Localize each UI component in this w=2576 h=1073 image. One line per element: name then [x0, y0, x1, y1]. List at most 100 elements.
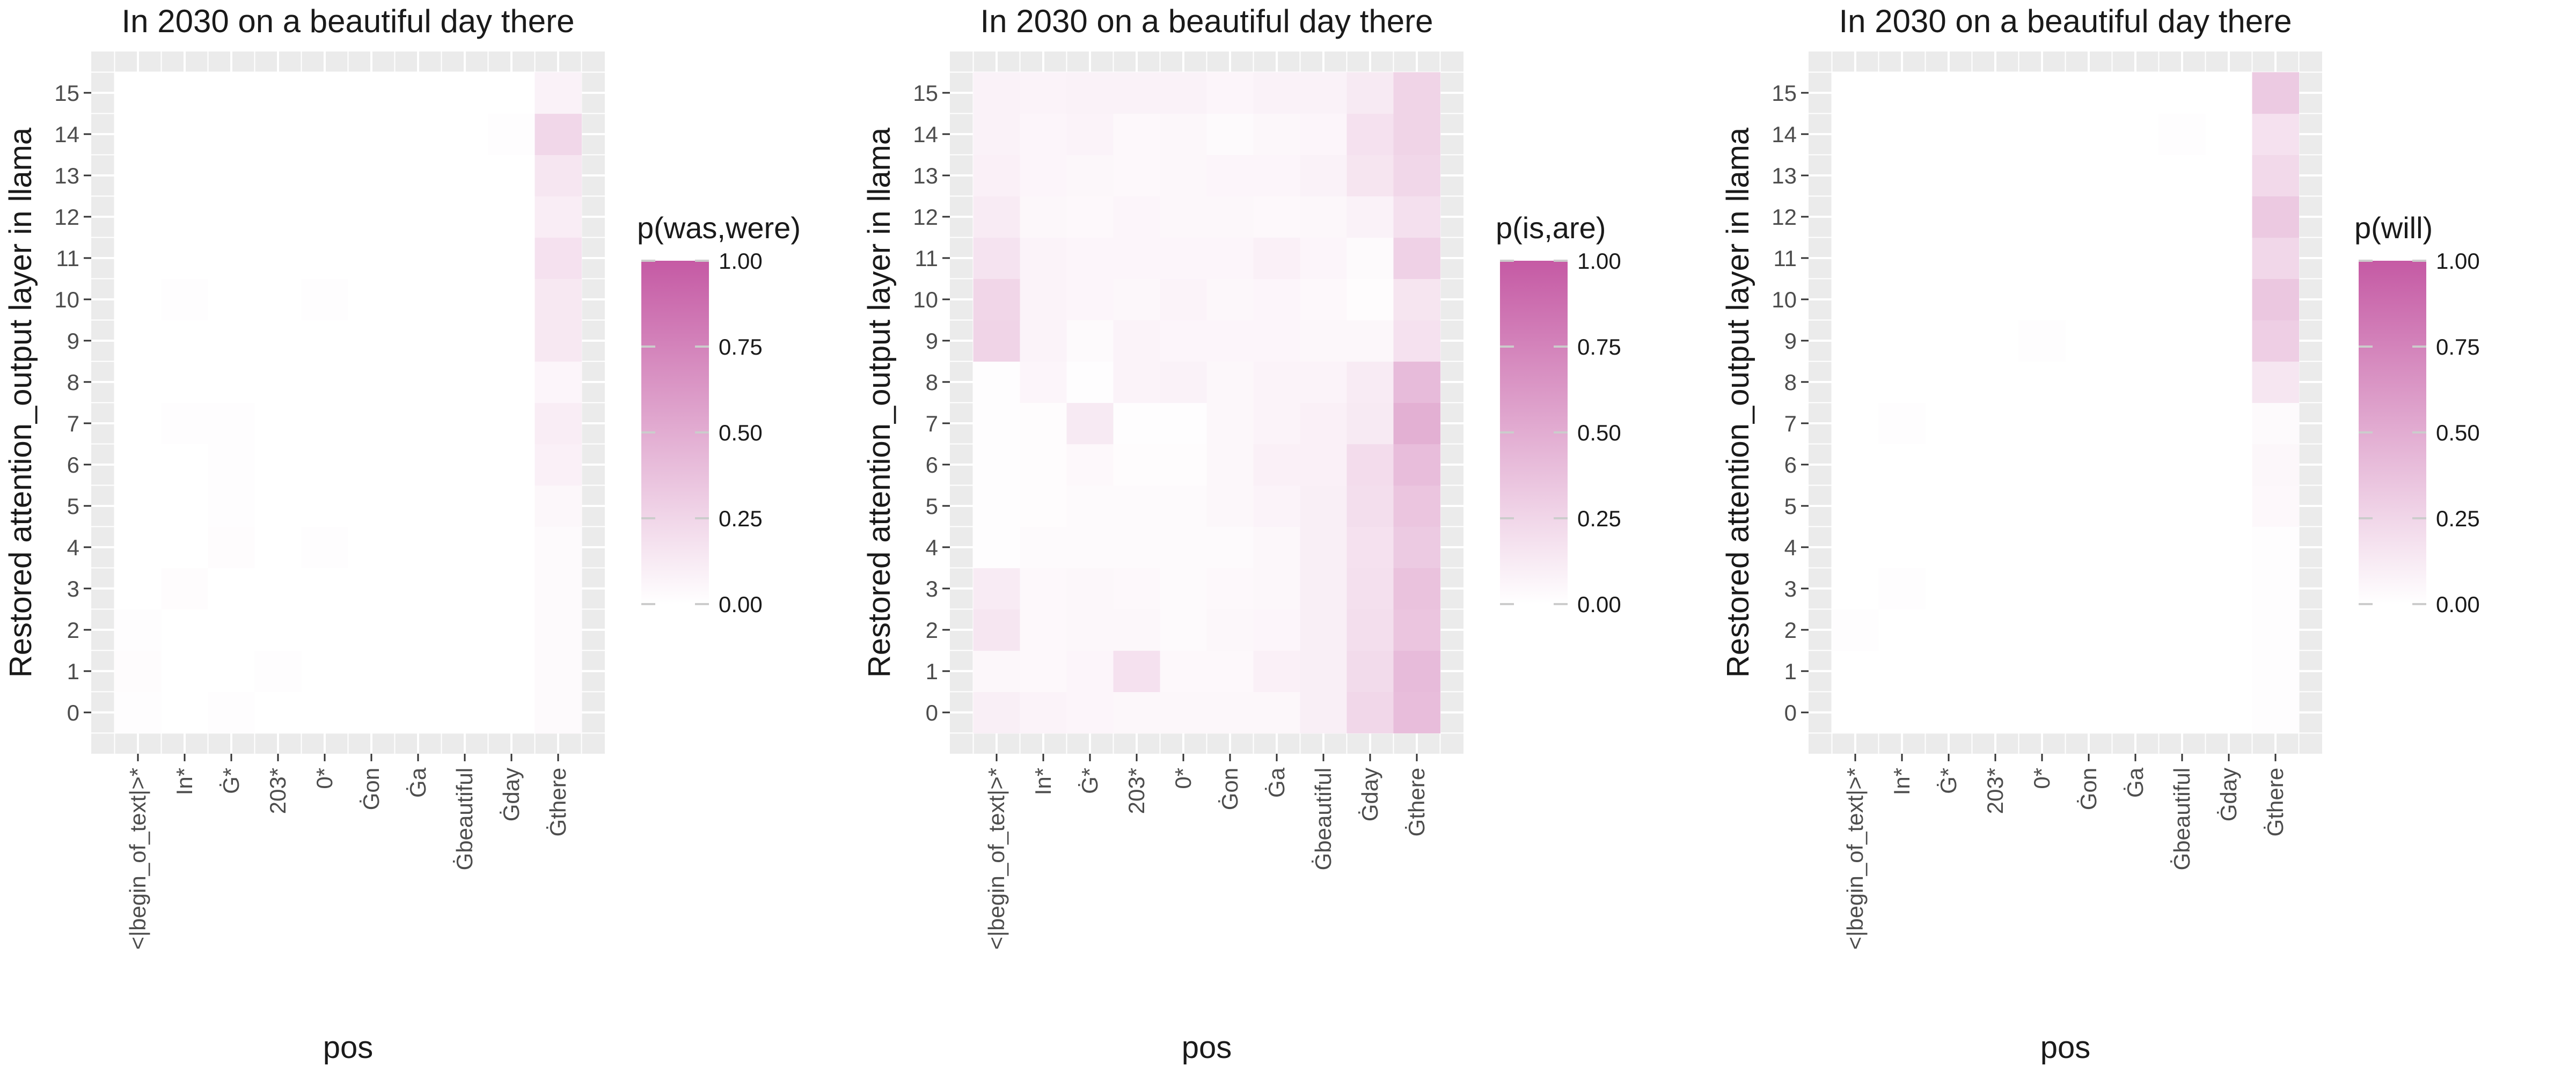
heatmap-cell — [348, 609, 396, 651]
heatmap-cell — [2158, 113, 2206, 156]
heatmap-cell — [1393, 402, 1441, 445]
heatmap-cell — [2065, 650, 2113, 693]
legend-tick-label: 1.00 — [2436, 248, 2480, 274]
y-tick-label: 11 — [56, 246, 79, 271]
heatmap-cell — [441, 237, 489, 280]
heatmap-cell — [301, 568, 349, 610]
heatmap-cell — [2252, 113, 2300, 156]
heatmap-cell — [1393, 485, 1441, 527]
y-tick-label: 1 — [1784, 659, 1797, 684]
heatmap-cell — [394, 444, 442, 486]
heatmap-cell — [1020, 402, 1067, 445]
heatmap-cell — [1020, 650, 1067, 693]
y-tick-label: 3 — [1784, 576, 1797, 601]
heatmap-cell — [488, 650, 536, 693]
y-tick-label: 5 — [1784, 494, 1797, 519]
heatmap-cell — [1300, 402, 1348, 445]
heatmap-cell — [208, 444, 255, 486]
heatmap-cell — [254, 444, 302, 486]
heatmap-cell — [301, 320, 349, 362]
heatmap-cell — [1878, 113, 1926, 156]
heatmap-cell — [1925, 609, 1973, 651]
heatmap-cell — [254, 72, 302, 114]
y-tick-label: 3 — [67, 576, 79, 601]
heatmap-cell — [2065, 361, 2113, 403]
heatmap-cell — [1346, 650, 1394, 693]
heatmap-cell — [1972, 155, 2019, 197]
heatmap-cell — [1393, 72, 1441, 114]
heatmap-cell — [535, 237, 582, 280]
heatmap-cell — [2065, 237, 2113, 280]
y-tick-label: 5 — [67, 494, 79, 519]
heatmap-cell — [2252, 320, 2300, 362]
heatmap-cell — [348, 485, 396, 527]
heatmap-cell — [1925, 196, 1973, 238]
legend-tick-label: 0.50 — [1577, 420, 1621, 445]
heatmap-cell — [2112, 113, 2160, 156]
heatmap-cell — [1113, 237, 1161, 280]
heatmap-cell — [208, 196, 255, 238]
heatmap-cell — [535, 196, 582, 238]
heatmap-cell — [1832, 568, 1879, 610]
heatmap-cell — [1972, 320, 2019, 362]
heatmap-cell — [348, 72, 396, 114]
heatmap-cell — [2205, 155, 2253, 197]
heatmap-cell — [2112, 444, 2160, 486]
heatmap-cell — [2205, 526, 2253, 569]
heatmap-cell — [1020, 568, 1067, 610]
heatmap-cell — [973, 320, 1021, 362]
x-tick-label: Ġbeautiful — [2169, 768, 2194, 870]
heatmap-cell — [114, 113, 162, 156]
heatmap-cell — [1925, 650, 1973, 693]
legend-tick-label: 0.75 — [2436, 334, 2480, 359]
heatmap-cell — [1972, 609, 2019, 651]
heatmap-cell — [1925, 361, 1973, 403]
heatmap-cell — [394, 568, 442, 610]
heatmap-cell — [1832, 237, 1879, 280]
heatmap-cell — [348, 568, 396, 610]
heatmap-cell — [348, 237, 396, 280]
heatmap-cell — [1878, 485, 1926, 527]
heatmap-cell — [1160, 402, 1208, 445]
heatmap-cell — [1972, 485, 2019, 527]
heatmap-cell — [1113, 113, 1161, 156]
heatmap-panel-3: 0123456789101112131415<|begin_of_text|>*… — [1721, 3, 2480, 1065]
y-tick-label: 13 — [913, 163, 938, 188]
heatmap-cell — [114, 568, 162, 610]
heatmap-cell — [1393, 113, 1441, 156]
heatmap-cell — [2018, 72, 2066, 114]
heatmap-cell — [1832, 444, 1879, 486]
heatmap-cell — [2158, 444, 2206, 486]
heatmap-cell — [535, 609, 582, 651]
heatmap-cell — [208, 237, 255, 280]
heatmap-cell — [1253, 72, 1301, 114]
heatmap-cell — [1160, 113, 1208, 156]
chart-title: In 2030 on a beautiful day there — [980, 3, 1433, 39]
heatmap-cell — [348, 361, 396, 403]
heatmap-cell — [2158, 155, 2206, 197]
heatmap-cell — [441, 568, 489, 610]
heatmap-cell — [1020, 72, 1067, 114]
heatmap-cell — [2205, 320, 2253, 362]
heatmap-cell — [1972, 650, 2019, 693]
heatmap-cell — [535, 568, 582, 610]
heatmap-cell — [1066, 237, 1114, 280]
heatmap-cell — [441, 72, 489, 114]
legend-tick-label: 0.00 — [2436, 592, 2480, 617]
heatmap-cell — [1925, 568, 1973, 610]
heatmap-cell — [2158, 650, 2206, 693]
heatmap-cell — [301, 692, 349, 734]
heatmap-cell — [1393, 278, 1441, 321]
heatmap-cell — [1206, 196, 1254, 238]
heatmap-cell — [2252, 237, 2300, 280]
heatmap-cell — [1393, 320, 1441, 362]
heatmap-cell — [1160, 320, 1208, 362]
heatmap-cell — [973, 278, 1021, 321]
legend-tick-label: 0.25 — [1577, 506, 1621, 531]
y-tick-label: 13 — [1772, 163, 1797, 188]
heatmap-cell — [1160, 72, 1208, 114]
heatmap-cell — [2252, 609, 2300, 651]
heatmap-cell — [1832, 72, 1879, 114]
heatmap-cell — [1253, 692, 1301, 734]
heatmap-cell — [973, 402, 1021, 445]
